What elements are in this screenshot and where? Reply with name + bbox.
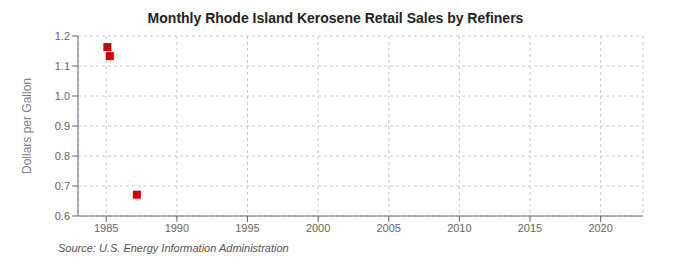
- svg-text:0.7: 0.7: [55, 180, 70, 192]
- svg-text:1995: 1995: [235, 222, 259, 234]
- html-text:Monthly Rhode Island Kerosene: Monthly Rhode Island Kerosene Retail Sal…: [147, 10, 524, 26]
- svg-text:1.1: 1.1: [55, 60, 70, 72]
- svg-text:Dollars per Gallon: Dollars per Gallon: [20, 78, 34, 174]
- svg-text:0.6: 0.6: [55, 210, 70, 222]
- html-text:Source: U.S. Energy Informatio: Source: U.S. Energy Information Administ…: [58, 242, 289, 254]
- svg-text:2010: 2010: [447, 222, 471, 234]
- svg-text:1.2: 1.2: [55, 30, 70, 42]
- svg-text:2020: 2020: [588, 222, 612, 234]
- svg-text:1985: 1985: [94, 222, 118, 234]
- svg-text:2000: 2000: [306, 222, 330, 234]
- svg-text:0.8: 0.8: [55, 150, 70, 162]
- svg-text:0.9: 0.9: [55, 120, 70, 132]
- svg-text:2015: 2015: [518, 222, 542, 234]
- svg-text:1.0: 1.0: [55, 90, 70, 102]
- svg-text:2005: 2005: [377, 222, 401, 234]
- svg-text:1990: 1990: [165, 222, 189, 234]
